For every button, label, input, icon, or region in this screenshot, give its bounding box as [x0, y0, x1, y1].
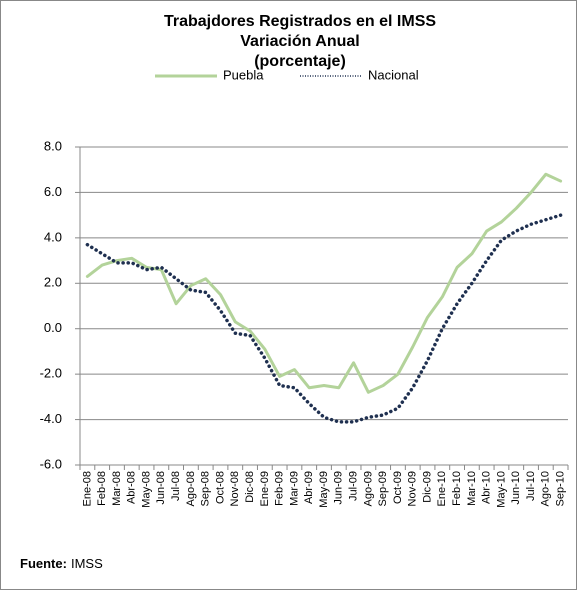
x-tick-label: Ago-10 — [540, 471, 552, 506]
x-tick-label: Abr-09 — [303, 471, 315, 504]
x-tick-label: Jun-09 — [333, 471, 345, 505]
y-tick-label: 6.0 — [44, 184, 62, 199]
source-text: IMSS — [71, 556, 103, 571]
y-tick-label: 4.0 — [44, 229, 62, 244]
chart-title: Trabajdores Registrados en el IMSS — [164, 13, 436, 30]
x-tick-label: Jul-09 — [347, 471, 359, 501]
legend-label: Puebla — [223, 67, 264, 82]
x-tick-label: Ene-09 — [259, 471, 271, 506]
series-line — [85, 213, 563, 424]
x-tick-label: Ene-10 — [436, 471, 448, 506]
x-tick-label: May-08 — [140, 471, 152, 508]
x-tick-label: Sep-08 — [200, 471, 212, 506]
x-tick-label: Mar-10 — [466, 471, 478, 506]
y-tick-label: 2.0 — [44, 275, 62, 290]
source: Fuente: IMSS — [20, 556, 103, 571]
x-tick-label: Abr-08 — [126, 471, 138, 504]
x-tick-label: Ene-08 — [81, 471, 93, 506]
x-tick-label: Jun-08 — [155, 471, 167, 505]
x-tick-label: Dic-09 — [421, 471, 433, 503]
y-tick-label: -6.0 — [40, 456, 62, 471]
chart-title: Variación Anual — [240, 33, 359, 50]
x-tick-label: Mar-09 — [288, 471, 300, 506]
x-tick-label: Oct-08 — [214, 471, 226, 504]
chart-title: (porcentaje) — [254, 53, 346, 70]
x-tick-label: Ago-08 — [185, 471, 197, 506]
x-tick-label: Mar-08 — [111, 471, 123, 506]
x-tick-label: May-09 — [318, 471, 330, 508]
x-tick-label: Nov-08 — [229, 471, 241, 506]
x-tick-label: Feb-09 — [274, 471, 286, 506]
series-line — [85, 172, 563, 394]
x-tick-label: Feb-08 — [96, 471, 108, 506]
x-tick-label: Jul-10 — [525, 471, 537, 501]
y-tick-label: 0.0 — [44, 320, 62, 335]
x-tick-label: Dic-08 — [244, 471, 256, 503]
x-tick-label: Jul-08 — [170, 471, 182, 501]
x-tick-label: Feb-10 — [451, 471, 463, 506]
y-tick-label: -4.0 — [40, 411, 62, 426]
x-tick-label: Sep-10 — [555, 471, 567, 506]
y-tick-label: -2.0 — [40, 366, 62, 381]
legend-label: Nacional — [368, 67, 419, 82]
x-tick-label: Ago-09 — [362, 471, 374, 506]
x-tick-label: Abr-10 — [481, 471, 493, 504]
x-tick-label: Oct-09 — [392, 471, 404, 504]
y-tick-label: 8.0 — [44, 138, 62, 153]
x-tick-label: May-10 — [495, 471, 507, 508]
x-tick-label: Jun-10 — [510, 471, 522, 505]
x-tick-label: Nov-09 — [407, 471, 419, 506]
x-tick-label: Sep-09 — [377, 471, 389, 506]
source-label: Fuente: — [20, 556, 67, 571]
